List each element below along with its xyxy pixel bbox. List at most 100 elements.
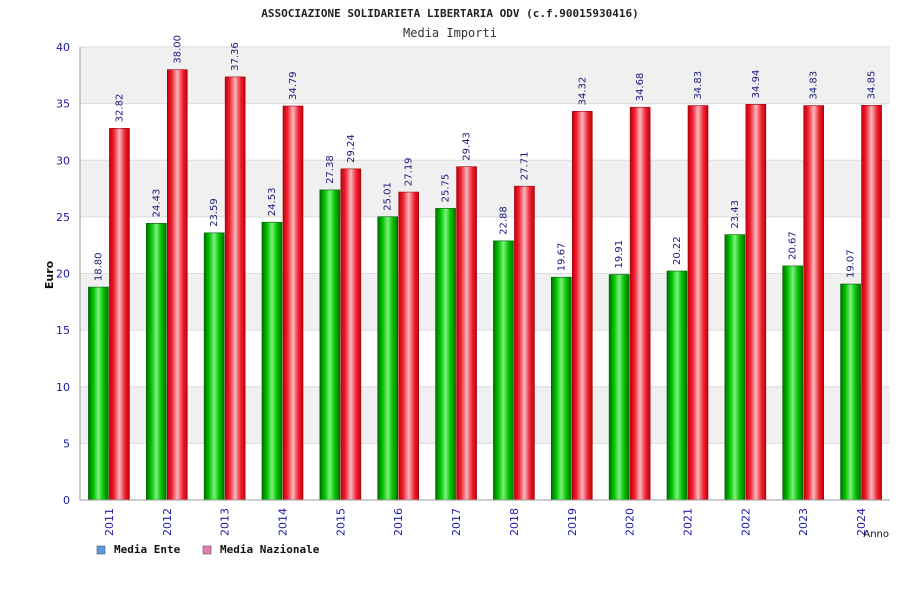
value-label: 25.75 [441,174,452,203]
value-label: 19.07 [846,249,857,278]
bar-media-nazionale [571,111,593,501]
value-label: 34.68 [635,73,646,102]
legend: Media Ente Media Nazionale [96,543,320,556]
bar-media-nazionale [803,105,825,501]
x-axis-label: Anno [863,529,889,540]
value-label: 37.36 [230,42,241,71]
value-label: 27.71 [519,152,530,181]
value-label: 19.91 [614,240,625,269]
bar-media-ente [550,276,572,501]
y-tick-label: 0 [63,494,70,507]
value-label: 34.32 [577,77,588,106]
plot-band [80,330,890,387]
y-axis-ticks: 0 5 10 15 20 25 30 35 40 [56,41,70,507]
bar-media-nazionale [456,166,477,501]
value-label: 20.67 [788,231,799,260]
bar-media-nazionale [224,76,246,501]
value-label: 32.82 [114,94,125,123]
y-tick-label: 10 [56,381,70,394]
value-label: 27.38 [325,155,336,184]
y-tick-label: 15 [56,324,70,337]
bar-media-nazionale [861,105,882,501]
value-label: 34.94 [751,70,762,99]
bar-media-ente [724,234,746,501]
x-tick-label: 2017 [450,508,463,536]
bars [88,69,882,501]
bar-media-ente [261,221,283,501]
chart-title: ASSOCIAZIONE SOLIDARIETA LIBERTARIA ODV … [261,7,639,20]
bar-media-nazionale [282,105,304,501]
bar-media-ente [840,283,861,501]
value-label: 24.43 [151,189,162,218]
value-label: 34.79 [288,71,299,100]
y-tick-label: 30 [56,154,70,167]
x-tick-label: 2013 [219,508,232,536]
plot-band [80,103,890,161]
x-tick-label: 2012 [161,508,174,536]
axes [79,47,890,501]
x-tick-label: 2015 [334,508,347,536]
x-tick-label: 2016 [392,508,405,536]
plot-band [80,47,890,104]
bar-media-nazionale [629,106,651,501]
x-tick-label: 2021 [682,508,695,536]
value-label: 20.22 [672,236,683,265]
value-label: 25.01 [383,182,394,211]
x-tick-label: 2020 [624,508,637,536]
x-tick-label: 2014 [277,508,290,536]
y-tick-label: 25 [56,211,70,224]
chart-subtitle: Media Importi [403,26,497,40]
bar-media-ente [319,189,341,501]
x-axis-ticks: 2011 2012 2013 2014 2015 2016 2017 2018 2019 2020… [103,508,868,536]
value-label: 23.59 [209,198,220,227]
value-label: 38.00 [172,35,183,64]
value-label: 18.80 [93,252,104,281]
bar-media-ente [377,216,399,501]
legend-label-media-nazionale: Media Nazionale [220,543,320,556]
bar-media-ente [145,223,167,501]
bar-media-nazionale [166,69,188,501]
legend-swatch-media-nazionale [202,545,212,555]
data-labels: 18.80 32.82 24.43 38.00 23.59 37.36 24.53 34.79… [93,35,877,281]
x-tick-label: 2018 [508,508,521,536]
bar-media-ente [88,286,109,501]
bar-media-nazionale [109,128,130,501]
bar-media-ente [782,265,804,501]
plot-band [80,443,890,500]
plot-band [80,216,890,274]
bar-media-ente [493,240,514,501]
bar-media-nazionale [687,105,709,501]
y-tick-label: 35 [56,98,70,111]
bar-media-nazionale [514,185,535,501]
value-label: 34.85 [867,71,878,100]
x-tick-label: 2023 [797,508,810,536]
legend-label-media-ente: Media Ente [114,543,181,556]
bar-media-nazionale [340,168,362,501]
value-label: 29.43 [462,132,473,161]
x-tick-label: 2019 [566,508,579,536]
plot-band [80,386,890,444]
x-tick-label: 2024 [855,508,868,536]
value-label: 34.83 [809,71,820,100]
bar-media-ente [608,274,630,501]
y-tick-label: 5 [63,437,70,450]
bar-media-nazionale [745,104,767,501]
value-label: 27.19 [404,157,415,186]
x-tick-label: 2022 [739,508,752,536]
x-tick-label: 2011 [103,508,116,536]
value-label: 24.53 [267,188,278,217]
value-label: 19.67 [556,243,567,272]
plot-band [80,273,890,331]
y-axis-label: Euro [43,260,56,289]
bar-media-nazionale [398,191,420,501]
value-label: 22.88 [498,206,509,235]
bar-media-ente [666,270,688,501]
value-label: 29.24 [346,134,357,163]
bar-media-ente [435,208,456,501]
value-label: 23.43 [730,200,741,229]
value-label: 34.83 [693,71,704,100]
y-tick-label: 20 [56,268,70,281]
plot-band [80,160,890,217]
y-tick-label: 40 [56,41,70,54]
